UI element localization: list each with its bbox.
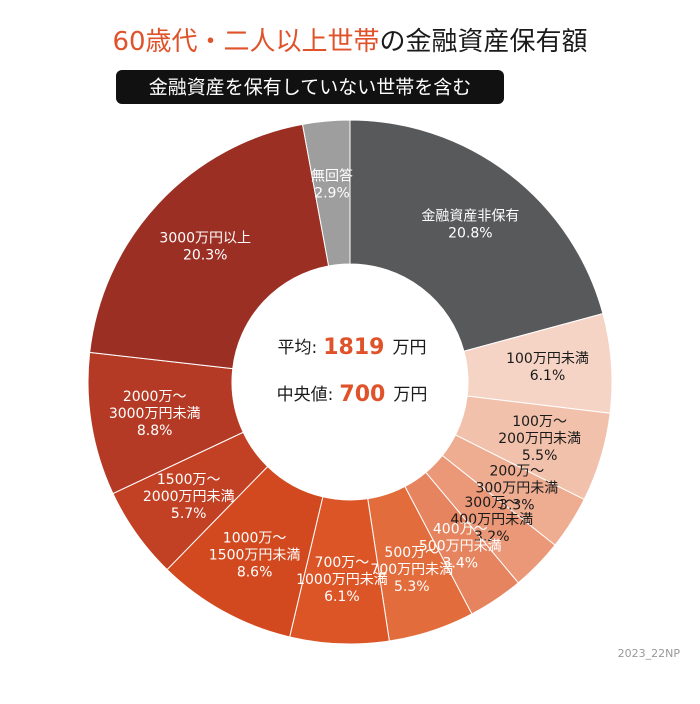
- value-label: 20.8%: [448, 225, 492, 241]
- median-value: 700: [339, 382, 385, 407]
- slice-category: 300万～ 400万円未満: [450, 495, 533, 528]
- value-label: 6.1%: [530, 368, 566, 384]
- value-label: 5.5%: [522, 448, 558, 464]
- slice-category: 100万円未満: [506, 351, 589, 367]
- value-label: 3.3%: [499, 498, 535, 514]
- median-label: 中央値:: [277, 385, 334, 405]
- value-label: 3.4%: [442, 555, 478, 571]
- title-part: 60歳代・二人以上世帯: [112, 27, 379, 57]
- slice-category: 2000万～ 3000万円未満: [109, 389, 201, 422]
- slices: [87, 119, 613, 645]
- value-label: 5.3%: [394, 579, 430, 595]
- value-label: 8.6%: [237, 565, 273, 581]
- slice-category: 3000万円以上: [159, 230, 251, 246]
- unit: 万円: [392, 338, 426, 358]
- median-text: 中央値: 700 万円: [277, 382, 428, 407]
- slice-category: 1500万～ 2000万円未満: [143, 472, 235, 505]
- value-label: 5.7%: [171, 506, 207, 522]
- slice: [301, 119, 351, 267]
- slice-category: 1000万～ 1500万円未満: [209, 531, 301, 564]
- mean-label: 平均:: [278, 338, 318, 358]
- mean-value: 1819: [323, 335, 384, 360]
- chart-title: 60歳代・二人以上世帯の金融資産保有額: [112, 27, 587, 57]
- slice: [349, 119, 604, 352]
- value-label: 8.8%: [137, 423, 173, 439]
- slice: [89, 123, 330, 370]
- value-label: 6.1%: [324, 589, 360, 605]
- value-label: 3.2%: [474, 529, 510, 545]
- slice-category: 400万～ 500万円未満: [419, 521, 502, 554]
- mean-text: 平均: 1819 万円: [278, 335, 427, 360]
- slice-category: 500万～ 700万円未満: [370, 545, 453, 578]
- subtitle-box: [116, 70, 504, 104]
- source: 2023_22NP: [618, 647, 681, 660]
- slice-category: 金融資産非保有: [421, 208, 519, 224]
- slice-category: 200万～ 300万円未満: [475, 464, 558, 497]
- value-label: 2.9%: [314, 185, 350, 201]
- value-label: 20.3%: [183, 247, 227, 263]
- title-part: の金融資産保有額: [380, 27, 588, 57]
- slice-category: 無回答: [311, 167, 353, 184]
- unit: 万円: [393, 385, 427, 405]
- slice-category: 100万～ 200万円未満: [498, 414, 581, 447]
- slice-category: 700万～ 1000万円未満: [296, 555, 388, 588]
- subtitle: 金融資産を保有していない世帯を含む: [149, 77, 471, 99]
